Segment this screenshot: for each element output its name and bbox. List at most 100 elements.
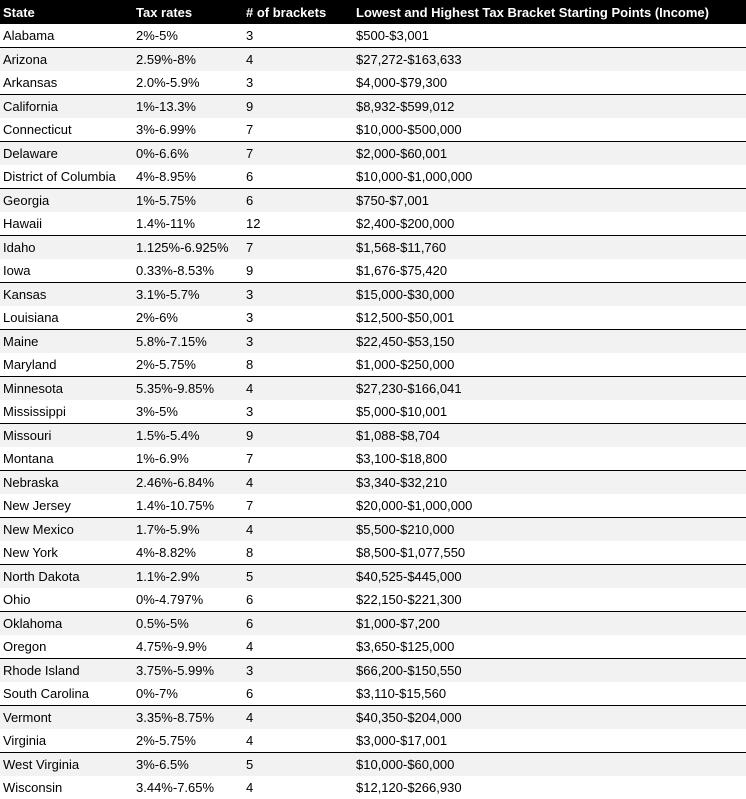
table-cell: North Dakota (0, 564, 133, 588)
table-cell: Missouri (0, 423, 133, 447)
table-cell: 3 (246, 404, 254, 419)
table-cell: 1%-5.75% (133, 188, 243, 212)
table-row: Missouri 1.5%-5.4% 9 $1,088-$8,704 (0, 423, 746, 447)
table-cell: 3 (246, 310, 254, 325)
table-cell: $5,000-$10,001 (356, 404, 448, 419)
table-cell: Montana (3, 451, 54, 466)
table-cell: 0.33%-8.53% (136, 263, 215, 278)
table-row: Kansas 3.1%-5.7% 3 $15,000-$30,000 (0, 282, 746, 306)
table-cell: 1.4%-11% (136, 216, 196, 231)
table-cell: District of Columbia (3, 169, 116, 184)
table-cell: 4 (246, 639, 254, 654)
table-cell: West Virginia (0, 752, 133, 776)
table-row: Maine 5.8%-7.15% 3 $22,450-$53,150 (0, 329, 746, 353)
table-cell: 1.5%-5.4% (133, 423, 243, 447)
table-cell: $1,088-$8,704 (353, 423, 746, 447)
table-cell: 3 (243, 658, 353, 682)
table-cell: Kansas (0, 282, 133, 306)
table-row: Idaho 1.125%-6.925% 7 $1,568-$11,760 (0, 235, 746, 259)
table-cell: 0%-7% (136, 686, 178, 701)
table-cell: Virginia (3, 733, 47, 748)
table-cell: $10,000-$1,000,000 (356, 169, 473, 184)
table-cell: 3.75%-5.99% (133, 658, 243, 682)
table-cell: 4 (243, 705, 353, 729)
table-row: Georgia 1%-5.75% 6 $750-$7,001 (0, 188, 746, 212)
table-cell: $10,000-$60,000 (353, 752, 746, 776)
table-cell: Hawaii (3, 216, 43, 231)
table-cell: $500-$3,001 (356, 28, 430, 43)
table-row: Oregon 4.75%-9.9% 4 $3,650-$125,000 (0, 635, 746, 659)
table-cell: 6 (246, 169, 254, 184)
table-cell: 9 (243, 94, 353, 118)
header-cell: Tax rates (133, 0, 243, 24)
table-cell: 4 (243, 517, 353, 541)
table-cell: Mississippi (3, 404, 66, 419)
table-cell: 4 (243, 376, 353, 400)
table-cell: 5.35%-9.85% (133, 376, 243, 400)
table-cell: 3 (246, 75, 254, 90)
table-cell: $27,230-$166,041 (353, 376, 746, 400)
table-cell: $20,000-$1,000,000 (356, 498, 473, 513)
table-cell: 6 (246, 686, 254, 701)
table-cell: $1,676-$75,420 (356, 263, 448, 278)
table-cell: $8,500-$1,077,550 (356, 545, 466, 560)
table-row: Oklahoma 0.5%-5% 6 $1,000-$7,200 (0, 611, 746, 635)
table-row: Nebraska 2.46%-6.84% 4 $3,340-$32,210 (0, 470, 746, 494)
table-row: South Carolina 0%-7% 6 $3,110-$15,560 (0, 682, 746, 706)
table-cell: $10,000-$500,000 (356, 122, 462, 137)
table-cell: Iowa (3, 263, 31, 278)
table-cell: 5 (243, 564, 353, 588)
table-cell: 6 (243, 611, 353, 635)
table-cell: Idaho (0, 235, 133, 259)
table-cell: $12,500-$50,001 (356, 310, 455, 325)
table-cell: 0.5%-5% (133, 611, 243, 635)
table-cell: $22,150-$221,300 (356, 592, 462, 607)
table-cell: $40,525-$445,000 (353, 564, 746, 588)
table-cell: Ohio (3, 592, 31, 607)
table-row: Rhode Island 3.75%-5.99% 3 $66,200-$150,550 (0, 658, 746, 682)
table-cell: $1,000-$250,000 (356, 357, 455, 372)
table-cell: Delaware (0, 141, 133, 165)
table-cell: 1.1%-2.9% (133, 564, 243, 588)
table-cell: 4 (243, 470, 353, 494)
table-cell: Maryland (3, 357, 57, 372)
table-row: Montana 1%-6.9% 7 $3,100-$18,800 (0, 447, 746, 471)
table-cell: New Mexico (0, 517, 133, 541)
table-cell: 3%-6.99% (136, 122, 196, 137)
table-cell: $12,120-$266,930 (356, 780, 462, 795)
table-cell: 7 (243, 141, 353, 165)
table-cell: 3.1%-5.7% (133, 282, 243, 306)
table-cell: $5,500-$210,000 (353, 517, 746, 541)
table-cell: 6 (246, 592, 254, 607)
table-cell: 4%-8.95% (136, 169, 196, 184)
table-cell: 5 (243, 752, 353, 776)
table-cell: Nebraska (0, 470, 133, 494)
table-row: North Dakota 1.1%-2.9% 5 $40,525-$445,000 (0, 564, 746, 588)
table-cell: $4,000-$79,300 (356, 75, 448, 90)
table-cell: 2.59%-8% (133, 47, 243, 71)
table-cell: Maine (0, 329, 133, 353)
table-cell: 2%-5% (136, 28, 178, 43)
table-cell: Georgia (0, 188, 133, 212)
table-cell: $3,100-$18,800 (356, 451, 448, 466)
table-cell: 0%-6.6% (133, 141, 243, 165)
table-cell: $2,000-$60,001 (353, 141, 746, 165)
table-cell: $3,340-$32,210 (353, 470, 746, 494)
table-cell: 3%-5% (136, 404, 178, 419)
table-cell: $15,000-$30,000 (353, 282, 746, 306)
table-cell: 7 (246, 451, 254, 466)
table-cell: $40,350-$204,000 (353, 705, 746, 729)
header-cell: # of brackets (243, 0, 353, 24)
table-cell: 1%-13.3% (133, 94, 243, 118)
table-cell: $750-$7,001 (353, 188, 746, 212)
header-cell: State (0, 0, 133, 24)
table-cell: 7 (243, 235, 353, 259)
table-row: Minnesota 5.35%-9.85% 4 $27,230-$166,041 (0, 376, 746, 400)
table-cell: New York (3, 545, 58, 560)
table-cell: 2.46%-6.84% (133, 470, 243, 494)
table-cell: 4.75%-9.9% (136, 639, 207, 654)
table-row: New York 4%-8.82% 8 $8,500-$1,077,550 (0, 541, 746, 565)
table-cell: 4 (246, 780, 254, 795)
table-row: Vermont 3.35%-8.75% 4 $40,350-$204,000 (0, 705, 746, 729)
table-row: Iowa 0.33%-8.53% 9 $1,676-$75,420 (0, 259, 746, 283)
